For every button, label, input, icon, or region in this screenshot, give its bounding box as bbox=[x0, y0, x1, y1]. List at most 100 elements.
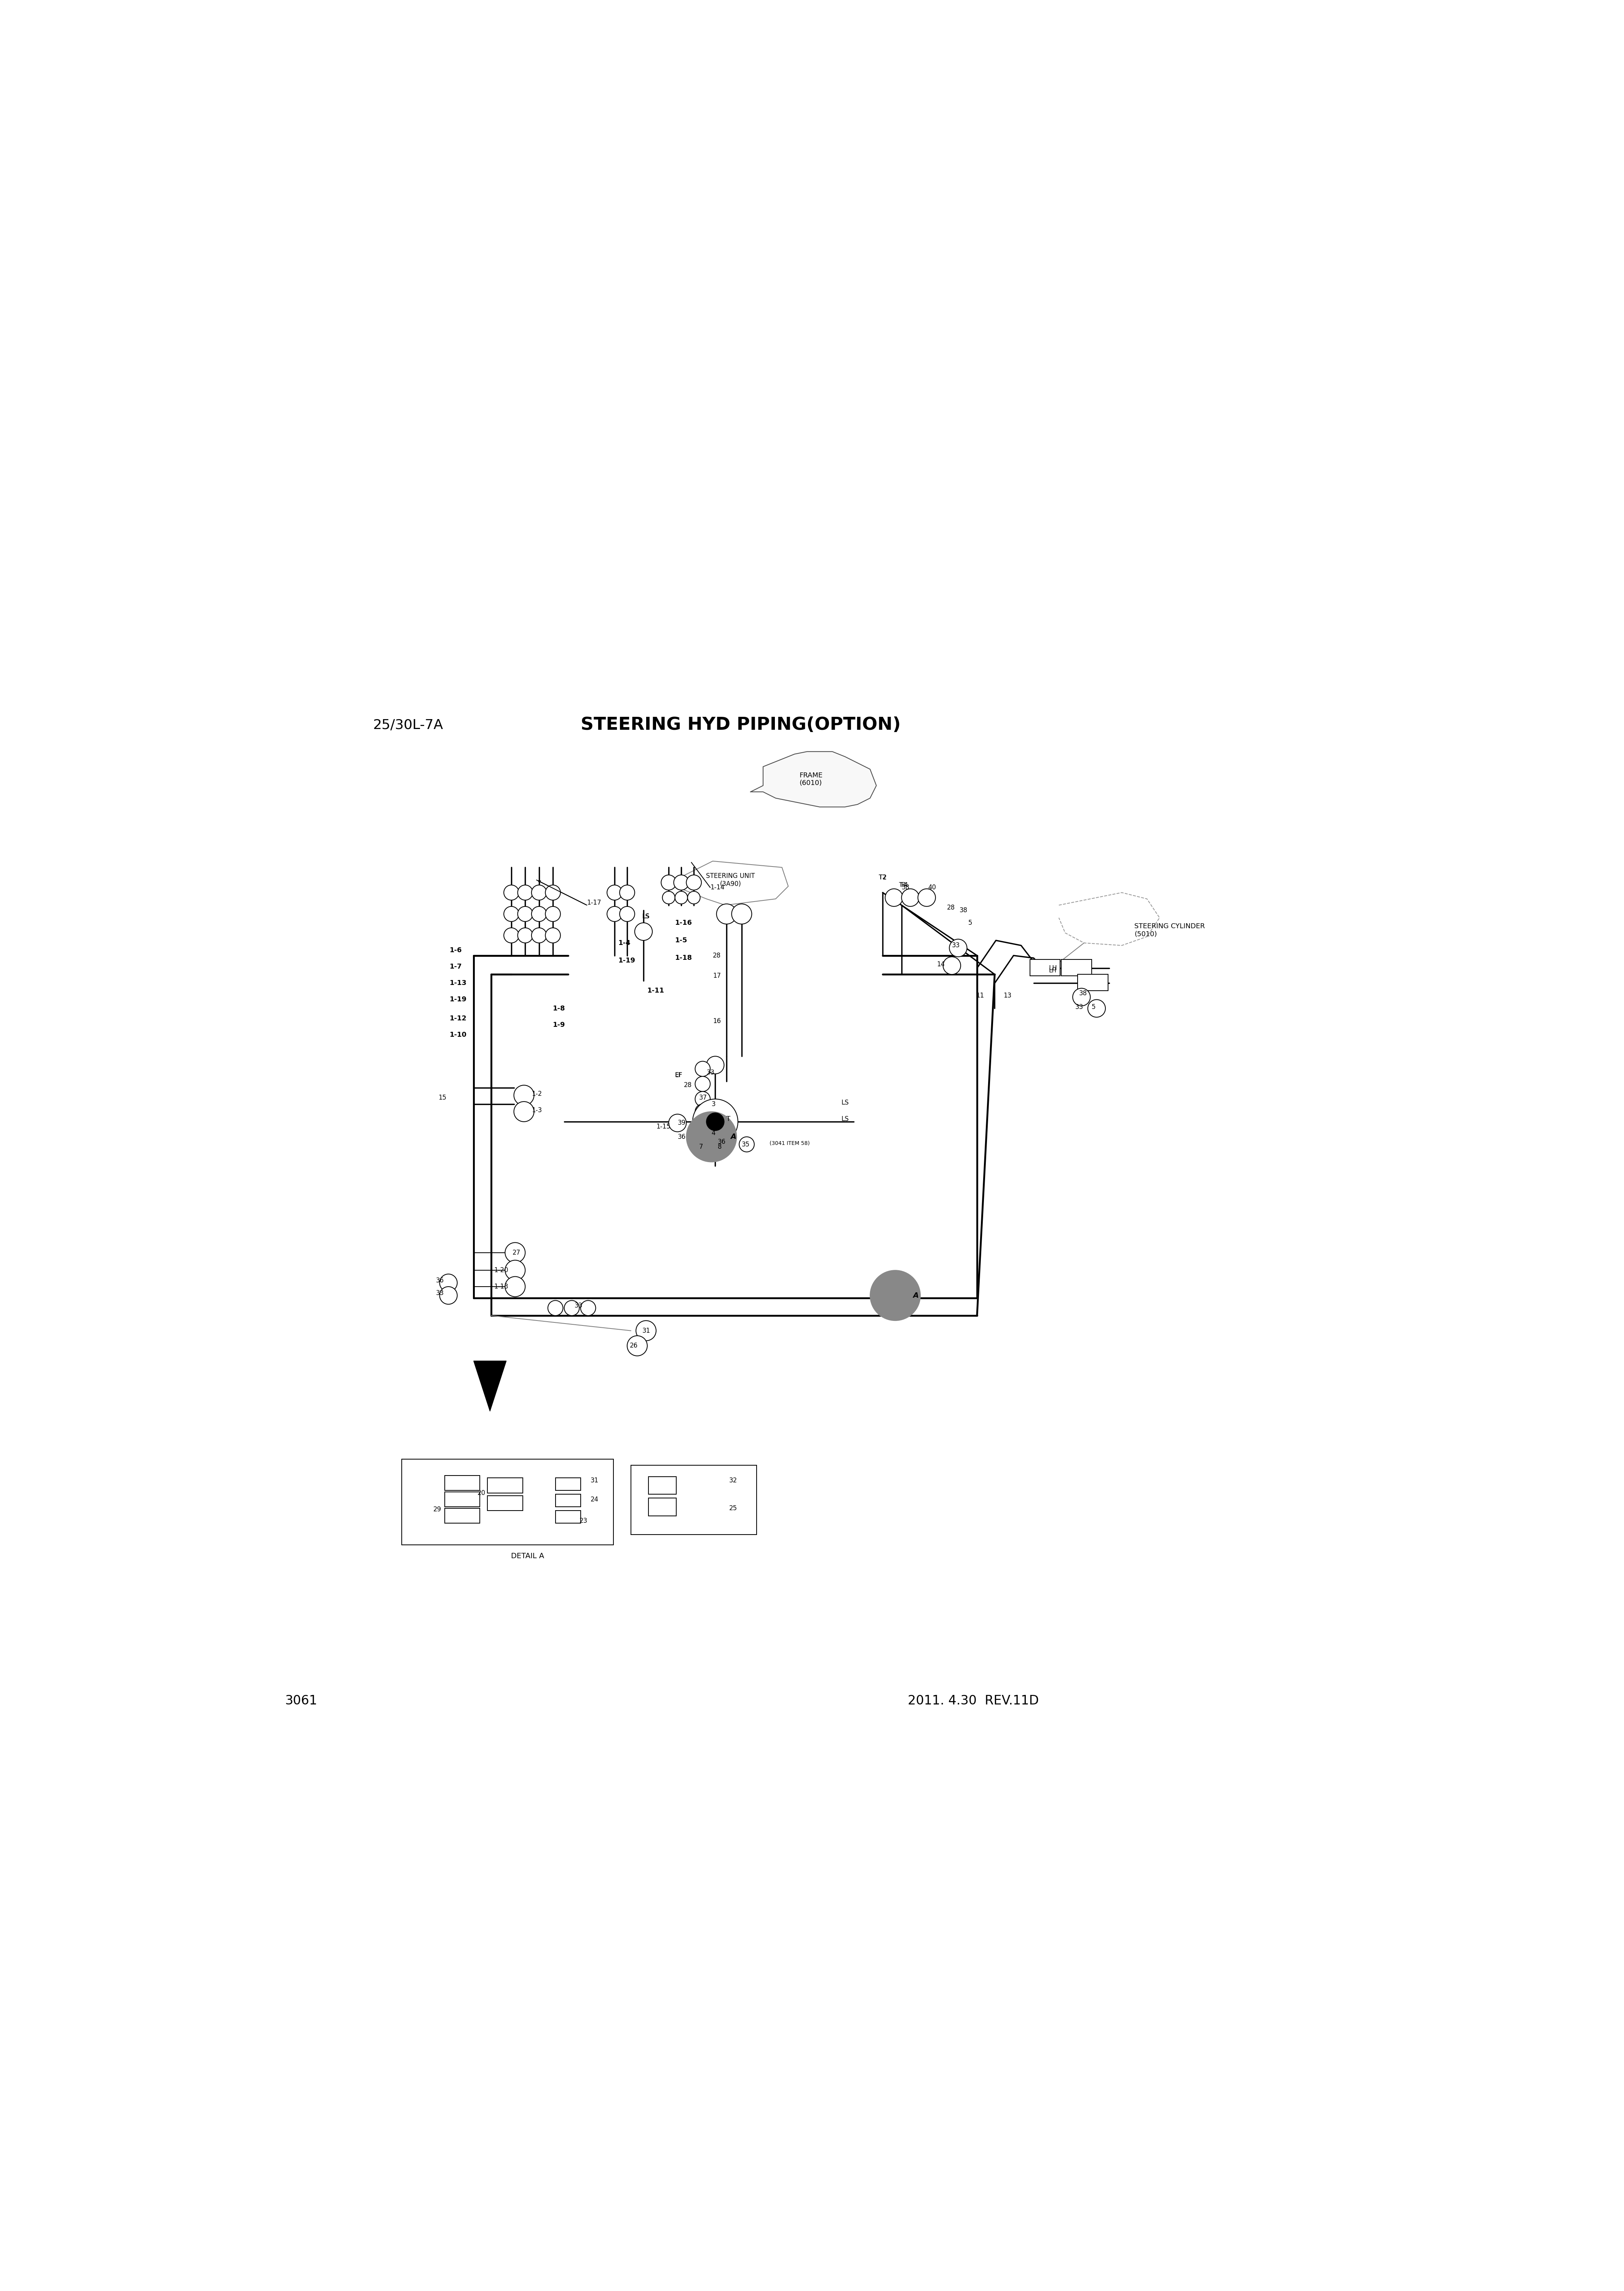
Text: 11: 11 bbox=[976, 992, 984, 999]
Text: T2: T2 bbox=[879, 875, 887, 880]
Circle shape bbox=[518, 928, 533, 944]
Text: 1-14: 1-14 bbox=[710, 884, 724, 891]
Text: T4: T4 bbox=[900, 882, 908, 889]
Circle shape bbox=[669, 1113, 687, 1132]
Text: 38: 38 bbox=[1078, 990, 1086, 997]
Circle shape bbox=[627, 1336, 648, 1356]
Text: 32: 32 bbox=[729, 1478, 737, 1485]
Circle shape bbox=[513, 1086, 534, 1104]
Circle shape bbox=[674, 875, 689, 891]
Circle shape bbox=[1088, 999, 1106, 1017]
Circle shape bbox=[719, 1134, 731, 1148]
Text: 1-20: 1-20 bbox=[494, 1267, 508, 1274]
Text: 5: 5 bbox=[968, 919, 973, 926]
Text: 33: 33 bbox=[952, 942, 960, 948]
Text: 40: 40 bbox=[927, 884, 935, 891]
Text: 26: 26 bbox=[630, 1343, 638, 1349]
Bar bbox=[401, 1459, 614, 1544]
Circle shape bbox=[440, 1288, 458, 1304]
Circle shape bbox=[503, 884, 520, 900]
Circle shape bbox=[531, 884, 547, 900]
Circle shape bbox=[546, 884, 560, 900]
Text: 4: 4 bbox=[711, 1129, 716, 1136]
Circle shape bbox=[693, 1132, 706, 1146]
Circle shape bbox=[918, 889, 935, 907]
Text: LS: LS bbox=[641, 914, 650, 921]
Bar bbox=[445, 1507, 481, 1524]
Text: 8: 8 bbox=[718, 1143, 721, 1150]
Circle shape bbox=[870, 1269, 921, 1320]
Circle shape bbox=[635, 923, 653, 939]
Text: 28: 28 bbox=[947, 905, 955, 912]
Text: 1-16: 1-16 bbox=[676, 919, 692, 926]
Circle shape bbox=[944, 958, 961, 974]
Text: 6: 6 bbox=[718, 1116, 721, 1123]
Circle shape bbox=[607, 907, 622, 921]
Text: 28: 28 bbox=[713, 953, 721, 960]
Circle shape bbox=[607, 884, 622, 900]
Text: 16: 16 bbox=[713, 1017, 721, 1024]
Text: 7: 7 bbox=[698, 1143, 703, 1150]
Circle shape bbox=[440, 1274, 458, 1292]
Text: 33: 33 bbox=[1075, 1003, 1083, 1010]
Text: 3: 3 bbox=[711, 1100, 716, 1107]
Text: 1-3: 1-3 bbox=[531, 1107, 542, 1113]
Circle shape bbox=[663, 891, 676, 905]
Circle shape bbox=[739, 1136, 754, 1152]
Text: 5: 5 bbox=[1091, 1003, 1096, 1010]
Text: DETAIL A: DETAIL A bbox=[512, 1553, 544, 1560]
Bar bbox=[1078, 974, 1108, 990]
Text: T: T bbox=[726, 1116, 731, 1123]
Text: A: A bbox=[731, 1134, 736, 1141]
Text: 1-6: 1-6 bbox=[450, 946, 463, 953]
Circle shape bbox=[885, 889, 903, 907]
Text: 1-8: 1-8 bbox=[552, 1006, 565, 1013]
Circle shape bbox=[505, 1260, 525, 1281]
Text: 1-13: 1-13 bbox=[494, 1283, 508, 1290]
Text: 23: 23 bbox=[580, 1517, 588, 1524]
Text: LS: LS bbox=[841, 1116, 849, 1123]
Text: FRAME
(6010): FRAME (6010) bbox=[799, 772, 822, 786]
Circle shape bbox=[687, 891, 700, 905]
Circle shape bbox=[547, 1301, 564, 1315]
Circle shape bbox=[901, 889, 919, 907]
Circle shape bbox=[581, 1301, 596, 1315]
Text: 38: 38 bbox=[901, 884, 909, 891]
Circle shape bbox=[513, 1102, 534, 1123]
Circle shape bbox=[1073, 987, 1090, 1006]
Bar bbox=[1030, 960, 1060, 976]
Text: 1-2: 1-2 bbox=[531, 1091, 542, 1097]
Text: 37: 37 bbox=[698, 1095, 706, 1102]
Circle shape bbox=[687, 1111, 737, 1162]
Text: T4: T4 bbox=[900, 882, 906, 889]
Text: 1-4: 1-4 bbox=[619, 939, 630, 946]
Circle shape bbox=[695, 1118, 710, 1134]
Text: STEERING HYD PIPING(OPTION): STEERING HYD PIPING(OPTION) bbox=[581, 717, 901, 733]
Bar bbox=[630, 1466, 757, 1535]
Text: 36: 36 bbox=[435, 1276, 443, 1283]
Text: 3061: 3061 bbox=[284, 1695, 317, 1707]
Circle shape bbox=[676, 891, 687, 905]
Circle shape bbox=[706, 1056, 724, 1074]
Circle shape bbox=[950, 939, 966, 958]
Text: 1-19: 1-19 bbox=[619, 958, 635, 965]
Circle shape bbox=[687, 875, 702, 891]
Text: A: A bbox=[913, 1292, 919, 1299]
Circle shape bbox=[546, 928, 560, 944]
Circle shape bbox=[505, 1242, 525, 1262]
Text: 1-11: 1-11 bbox=[648, 987, 664, 994]
Bar bbox=[1062, 960, 1091, 976]
Circle shape bbox=[719, 1141, 731, 1155]
Text: 1-19: 1-19 bbox=[450, 997, 466, 1003]
Text: 36: 36 bbox=[718, 1139, 726, 1146]
Bar bbox=[487, 1478, 523, 1494]
Text: LH: LH bbox=[1049, 965, 1057, 971]
Polygon shape bbox=[474, 1361, 507, 1411]
Text: 1-5: 1-5 bbox=[676, 937, 687, 944]
Circle shape bbox=[505, 1276, 525, 1297]
Circle shape bbox=[518, 884, 533, 900]
Text: 1-7: 1-7 bbox=[450, 965, 463, 971]
Text: 36: 36 bbox=[677, 1134, 685, 1141]
Circle shape bbox=[518, 907, 533, 921]
Bar bbox=[445, 1475, 481, 1491]
